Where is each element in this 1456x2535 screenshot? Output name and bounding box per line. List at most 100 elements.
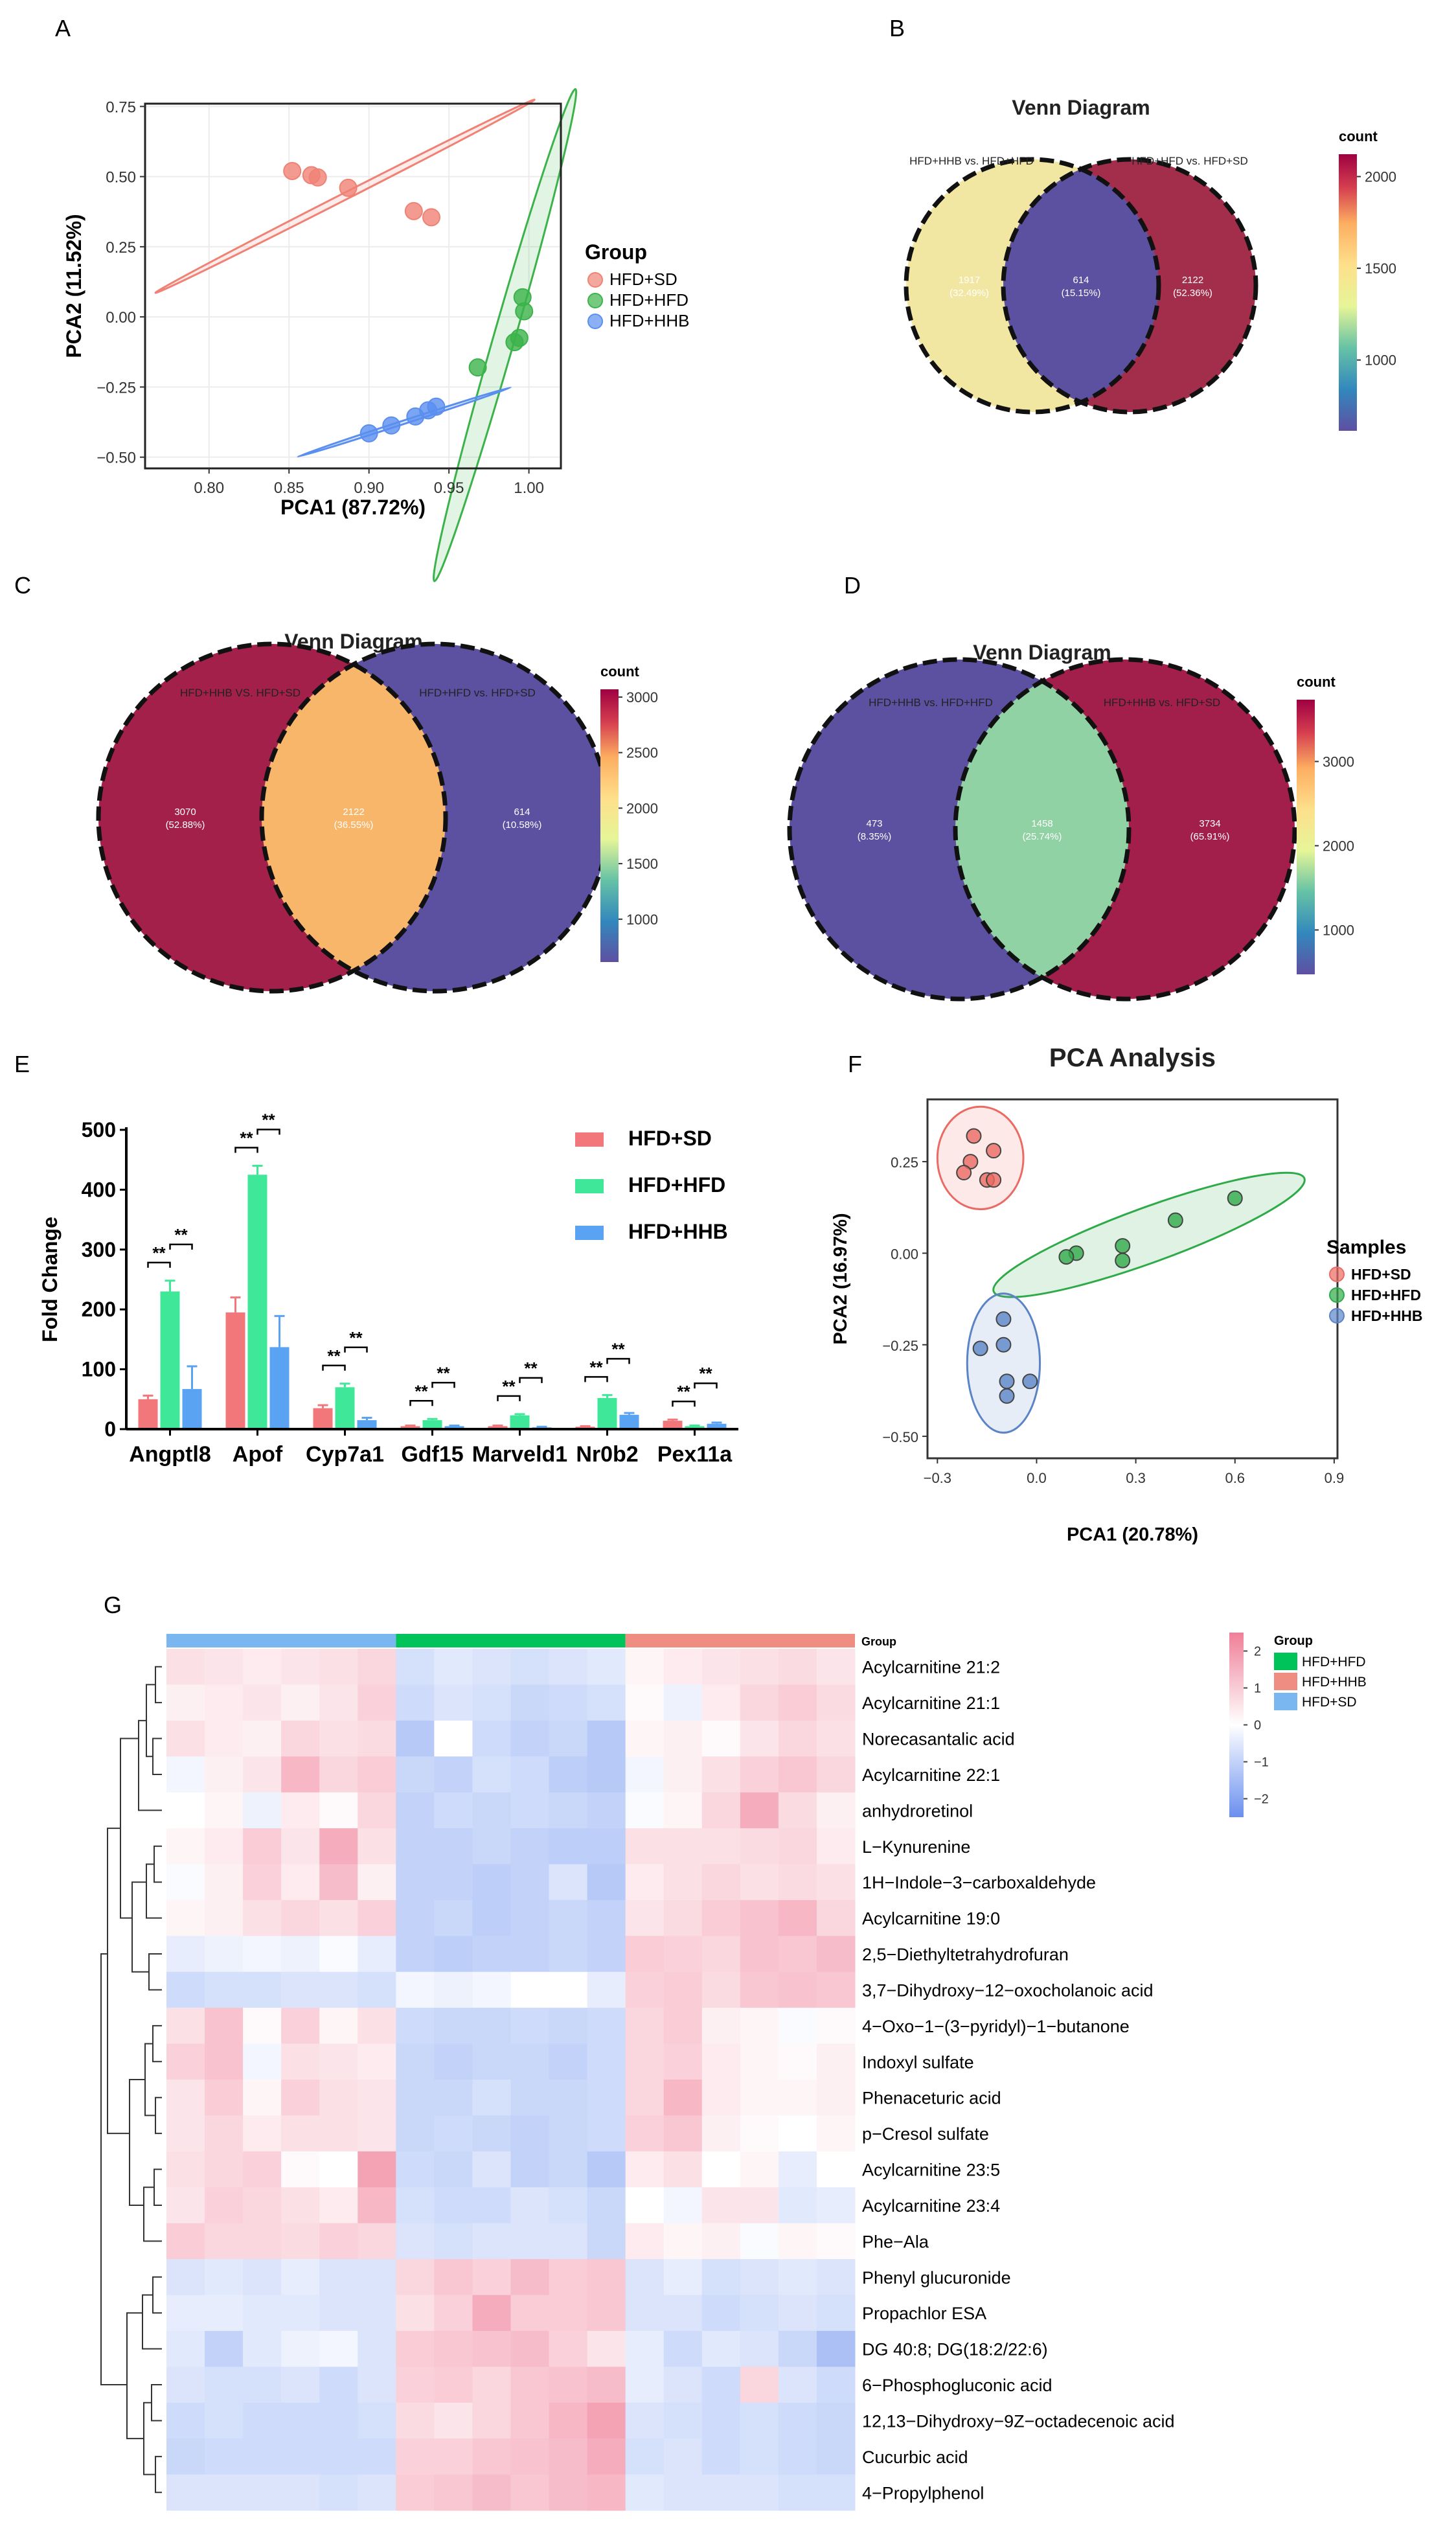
- heatmap-cell: [358, 2474, 396, 2511]
- group-bar-2: [625, 1634, 855, 1647]
- heatmap-cell: [816, 2008, 856, 2045]
- y-tick-label: 0.25: [891, 1154, 918, 1171]
- heatmap-cell: [205, 1864, 244, 1901]
- heatmap-cell: [396, 1720, 435, 1757]
- heatmap-cell: [472, 2438, 511, 2475]
- bar-HFD+HHB: [182, 1389, 202, 1429]
- heatmap-cell: [205, 1649, 244, 1685]
- heatmap-cell: [434, 2330, 473, 2367]
- heatmap-cell: [205, 2259, 244, 2295]
- heatmap-cell: [587, 2474, 626, 2511]
- row-label: Acylcarnitine 22:1: [862, 1765, 1000, 1785]
- heatmap-cell: [281, 2187, 320, 2224]
- heatmap-color-scale: [1229, 1633, 1244, 1817]
- colorbar-tick-label: 3000: [626, 689, 658, 705]
- row-label: Phenyl glucuronide: [862, 2268, 1011, 2288]
- heatmap-cell: [663, 1684, 703, 1721]
- heatmap-cell: [358, 1864, 396, 1901]
- heatmap-cell: [663, 1720, 703, 1757]
- x-tick-label: 0.9: [1325, 1470, 1345, 1486]
- x-tick-label: 1.00: [514, 479, 544, 497]
- heatmap-cell: [319, 2259, 358, 2295]
- metabolite-heatmap: Group Acylcarnitine 21:2 Acylcarnitine 21:…: [100, 1633, 1367, 2511]
- heatmap-cell: [472, 1756, 511, 1793]
- heatmap-cell: [549, 1756, 588, 1793]
- legend-label: HFD+HHB: [1351, 1307, 1423, 1324]
- heatmap-cell: [625, 2187, 665, 2224]
- legend-key-0: [1329, 1267, 1345, 1282]
- heatmap-cell: [778, 2223, 817, 2260]
- heatmap-cell: [740, 1684, 779, 1721]
- heatmap-cell: [281, 1756, 320, 1793]
- heatmap-cell: [549, 2474, 588, 2511]
- heatmap-cell: [243, 2295, 282, 2332]
- heatmap-cell: [510, 2187, 550, 2224]
- venn-set-label-left: HFD+HHB vs. HFD+HFD: [869, 696, 993, 709]
- heatmap-cell: [587, 1720, 626, 1757]
- heatmap-cell: [358, 1936, 396, 1973]
- row-label: DG 40:8; DG(18:2/22:6): [862, 2340, 1048, 2359]
- heatmap-cell: [510, 1936, 550, 1973]
- heatmap-cell: [396, 1936, 435, 1973]
- significance-bracket-hfd-hhb: [431, 1382, 455, 1388]
- heatmap-cell: [816, 2080, 856, 2116]
- heatmap-cell: [205, 2043, 244, 2080]
- heatmap-cell: [778, 1864, 817, 1901]
- heatmap-cell: [778, 2187, 817, 2224]
- heatmap-cell: [434, 1864, 473, 1901]
- heatmap-cell: [472, 2223, 511, 2260]
- venn-count-left: 3070: [174, 807, 196, 818]
- data-point-2: [1022, 1373, 1038, 1390]
- heatmap-cell: [396, 2474, 435, 2511]
- heatmap-cell: [701, 2043, 741, 2080]
- heatmap-cell: [701, 2474, 741, 2511]
- heatmap-cell: [472, 2187, 511, 2224]
- heatmap-cell: [663, 2295, 703, 2332]
- y-tick-label: 200: [82, 1298, 116, 1321]
- heatmap-cell: [663, 1936, 703, 1973]
- y-tick-label: 0.50: [106, 169, 136, 187]
- heatmap-cell: [549, 1936, 588, 1973]
- heatmap-cell: [778, 1899, 817, 1936]
- colorbar: [1297, 700, 1315, 974]
- colorbar-title: count: [1297, 674, 1336, 690]
- group-legend-label: HFD+SD: [1302, 1695, 1357, 1710]
- heatmap-cell: [701, 2008, 741, 2045]
- heatmap-cell: [243, 1649, 282, 1685]
- significance-marker: **: [174, 1225, 188, 1245]
- heatmap-cell: [740, 2402, 779, 2439]
- heatmap-cell: [816, 2043, 856, 2080]
- heatmap-cell: [778, 1756, 817, 1793]
- heatmap-cell: [205, 1684, 244, 1721]
- venn-pct-right: (65.91%): [1190, 831, 1230, 842]
- group-legend-label: HFD+HFD: [1302, 1655, 1366, 1669]
- row-label: Propachlor ESA: [862, 2304, 986, 2323]
- heatmap-cell: [166, 2187, 205, 2224]
- heatmap-cell: [205, 1792, 244, 1829]
- x-tick-label: 0.95: [434, 479, 464, 497]
- heatmap-cell: [816, 2330, 856, 2367]
- heatmap-cell: [358, 1649, 396, 1685]
- data-point-0: [986, 1143, 1002, 1159]
- heatmap-cell: [510, 1792, 550, 1829]
- heatmap-cell: [587, 1756, 626, 1793]
- heatmap-cell: [281, 1899, 320, 1936]
- group-bar-label: Group: [861, 1635, 896, 1648]
- heatmap-cell: [472, 1684, 511, 1721]
- heatmap-cell: [663, 2223, 703, 2260]
- heatmap-cell: [740, 1899, 779, 1936]
- scale-tick-label: 0: [1254, 1719, 1261, 1733]
- row-label: Acylcarnitine 21:1: [862, 1693, 1000, 1713]
- heatmap-cell: [166, 2080, 205, 2116]
- heatmap-cell: [549, 1971, 588, 2008]
- data-point-1: [515, 302, 534, 321]
- heatmap-cell: [549, 1899, 588, 1936]
- heatmap-cell: [625, 2080, 665, 2116]
- bar-HFD+SD: [488, 1426, 508, 1429]
- heatmap-cell: [434, 1899, 473, 1936]
- heatmap-cell: [625, 1720, 665, 1757]
- heatmap-cell: [472, 2043, 511, 2080]
- heatmap-cell: [740, 2474, 779, 2511]
- heatmap-cell: [434, 2223, 473, 2260]
- venn-count-right: 3734: [1199, 818, 1220, 829]
